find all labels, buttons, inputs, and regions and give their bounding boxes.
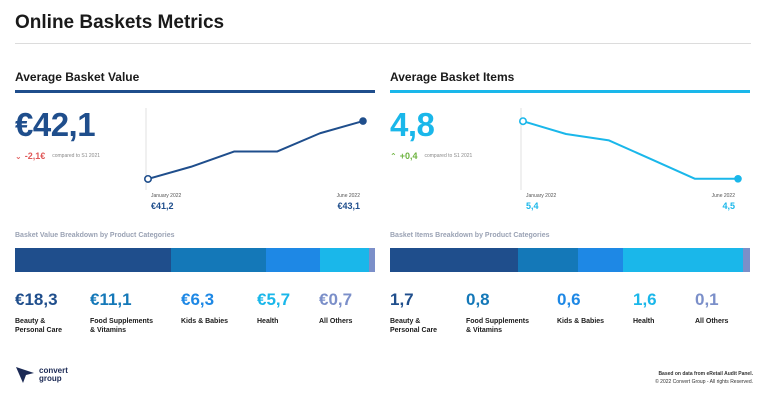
category-label: All Others [319,318,353,325]
sparkline-series [147,120,364,180]
logo-text: convert group [39,366,68,383]
category-kids-babies: 0,6 Kids & Babies [557,290,604,326]
category-beauty: €18,3 Beauty & Personal Care [15,290,62,335]
category-kids-babies: €6,3 Kids & Babies [181,290,228,326]
breakdown-title: Basket Items Breakdown by Product Catego… [390,232,550,239]
logo-arrow-icon [16,367,34,383]
category-beauty: 1,7 Beauty & Personal Care [390,290,437,335]
category-value: €11,1 [90,290,132,309]
breakdown-title: Basket Value Breakdown by Product Catego… [15,232,175,239]
category-label: Food Supplements & Vitamins [90,318,153,334]
category-label: All Others [695,318,729,325]
sparkline-end-point [359,117,367,125]
sparkline-end-point [734,175,742,183]
category-all-others: €0,7 All Others [319,290,352,326]
basket-value-panel: Average Basket Value €42,1 ⌄ -2,1€ compa… [15,0,375,407]
category-value: 1,6 [633,290,657,309]
chevron-down-icon: ⌄ [15,151,22,161]
category-value: €6,3 [181,290,215,309]
x-tick-label-end: June 2022 [336,193,360,199]
breakdown-stacked-bar [390,248,750,272]
items-sparkline [519,108,742,190]
category-value: €5,7 [257,290,291,309]
sparkline-start-point [519,117,528,126]
x-tick-label-start: January 2022 [151,193,182,199]
delta-value: +0,4 [399,151,418,161]
breakdown-stacked-bar [15,248,375,272]
basket-items-panel: Average Basket Items 4,8 ⌃ +0,4 compared… [390,0,750,407]
category-health: 1,6 Health [633,290,657,326]
bar-segment [171,248,267,272]
section-rule [390,90,750,93]
delta-compare-text: compared to S1 2021 [52,153,101,159]
category-label: Beauty & Personal Care [15,318,63,334]
kpi-value: 4,8 [390,106,435,143]
category-food-supplements: €11,1 Food Supplements & Vitamins [90,290,153,335]
bar-segment [320,248,369,272]
convert-group-logo: convert group [15,366,68,384]
sparkline-start-point [144,174,153,183]
category-value: 1,7 [390,290,414,309]
category-label: Health [633,318,655,325]
kpi-delta: ⌄ -2,1€ compared to S1 2021 [15,151,100,161]
category-value: €18,3 [15,290,58,309]
footer-copyright: © 2022 Convert Group - All rights Reserv… [655,379,753,385]
end-value-label: 4,5 [722,201,735,211]
bar-segment [368,248,375,272]
bar-segment [742,248,750,272]
bar-segment [577,248,623,272]
category-label: Kids & Babies [557,318,605,325]
bar-segment [266,248,321,272]
category-all-others: 0,1 All Others [695,290,728,326]
delta-compare-text: compared to S1 2021 [424,153,473,159]
section-rule [15,90,375,93]
chevron-up-icon: ⌃ [390,151,397,161]
value-sparkline [144,108,367,190]
bar-segment [517,248,578,272]
category-value: 0,8 [466,290,490,309]
delta-value: -2,1€ [24,151,46,161]
page-title: Online Baskets Metrics [15,12,225,33]
category-label: Health [257,318,279,325]
bar-segment [15,248,172,272]
category-food-supplements: 0,8 Food Supplements & Vitamins [466,290,529,335]
category-health: €5,7 Health [257,290,290,326]
category-label: Food Supplements & Vitamins [466,318,529,334]
section-title: Average Basket Value [15,70,140,84]
footer-source: Based on data from eRetail Audit Panel. [658,371,753,377]
sparkline-series [522,120,738,180]
start-value-label: 5,4 [526,201,539,211]
category-label: Kids & Babies [181,318,229,325]
footer-note: Based on data from eRetail Audit Panel. … [655,370,753,386]
category-label: Beauty & Personal Care [390,318,438,334]
end-value-label: €43,1 [337,201,360,211]
category-value: 0,6 [557,290,581,309]
x-tick-label-end: June 2022 [711,193,735,199]
bar-segment [390,248,518,272]
kpi-delta: ⌃ +0,4 compared to S1 2021 [390,151,472,161]
start-value-label: €41,2 [151,201,174,211]
category-value: 0,1 [695,290,719,309]
category-value: €0,7 [319,290,353,309]
bar-segment [622,248,743,272]
x-tick-label-start: January 2022 [526,193,557,199]
title-divider [15,43,751,44]
section-title: Average Basket Items [390,70,515,84]
kpi-value: €42,1 [15,106,96,143]
